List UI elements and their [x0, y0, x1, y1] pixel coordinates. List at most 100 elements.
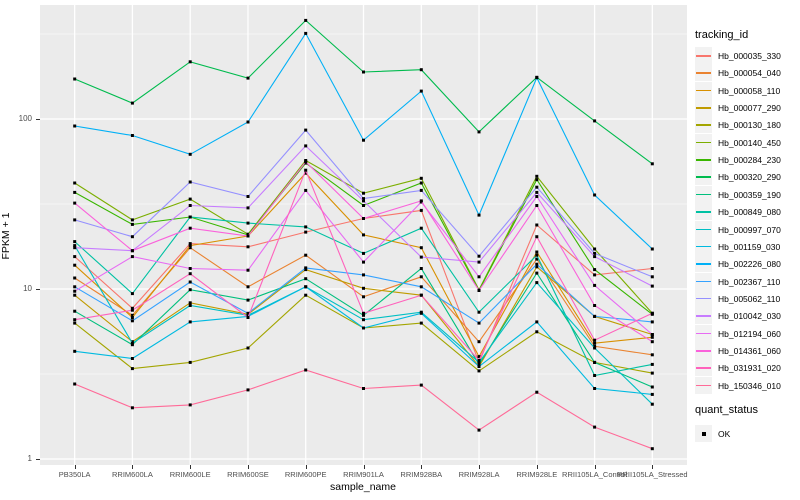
data-point-Hb_000130_180	[73, 321, 77, 325]
legend-line-icon	[696, 297, 711, 300]
data-point-Hb_000284_230	[419, 181, 423, 185]
legend-line-icon	[696, 245, 711, 248]
data-point-Hb_000077_290	[73, 293, 77, 297]
data-point-Hb_000359_190	[188, 288, 192, 292]
data-point-Hb_005062_110	[130, 235, 134, 239]
data-point-Hb_001159_030	[73, 349, 77, 353]
legend-line-icon	[696, 193, 711, 196]
data-point-Hb_014361_060	[650, 340, 654, 344]
data-point-Hb_031931_020	[535, 235, 539, 239]
data-point-Hb_000140_450	[73, 181, 77, 185]
data-point-Hb_150346_010	[188, 403, 192, 407]
legend-key	[695, 168, 712, 186]
data-point-Hb_000140_450	[535, 174, 539, 178]
data-point-Hb_000284_230	[362, 204, 365, 207]
data-point-Hb_000997_070	[188, 304, 192, 307]
data-point-Hb_000849_080	[304, 225, 308, 229]
legend-item-label: Hb_000130_180	[718, 120, 781, 131]
data-point-Hb_005062_110	[246, 195, 250, 198]
data-point-Hb_000058_110	[73, 263, 77, 267]
data-point-Hb_000077_290	[535, 265, 539, 269]
data-point-Hb_010042_030	[73, 246, 77, 250]
data-point-Hb_000035_330	[73, 255, 77, 259]
data-point-Hb_000849_080	[246, 221, 250, 225]
data-point-Hb_000140_450	[130, 218, 134, 222]
data-point-Hb_005062_110	[73, 218, 77, 222]
x-tick-label: RRIM901LA	[343, 470, 384, 479]
legend-key	[695, 81, 712, 99]
legend-item-label: Hb_150346_010	[718, 380, 781, 391]
legend-line-icon	[696, 349, 711, 352]
legend-key	[695, 47, 712, 64]
data-point-Hb_000077_290	[188, 301, 192, 305]
data-point-Hb_001159_030	[130, 357, 134, 360]
data-point-Hb_150346_010	[593, 425, 597, 429]
legend-line-icon	[696, 159, 711, 161]
legend-item-label: Hb_000054_040	[718, 68, 781, 79]
data-point-Hb_000320_290	[419, 68, 423, 72]
data-point-Hb_000054_040	[130, 313, 134, 317]
x-tick-label: RRIM928LE	[516, 470, 558, 479]
data-point-Hb_150346_010	[362, 387, 365, 390]
legend-key	[695, 324, 712, 342]
data-point-Hb_000058_110	[188, 244, 192, 248]
legend-line-icon	[696, 211, 711, 213]
legend-key	[695, 272, 712, 290]
data-point-Hb_002367_110	[73, 285, 77, 289]
data-point-Hb_014361_060	[304, 160, 308, 164]
legend-item-label: Hb_000359_190	[718, 189, 781, 200]
data-point-Hb_000997_070	[593, 346, 597, 350]
legend-line-icon	[696, 228, 711, 231]
data-point-Hb_012194_060	[593, 283, 597, 287]
legend-item-label: Hb_002226_080	[718, 259, 781, 270]
data-point-Hb_002367_110	[304, 266, 308, 270]
legend-item-label: Hb_000035_330	[718, 51, 781, 61]
legend-line-icon	[696, 89, 711, 92]
data-point-Hb_000054_040	[419, 275, 423, 279]
data-point-Hb_000035_330	[650, 267, 654, 270]
x-tick-label: RRIM600LE	[169, 470, 211, 479]
legend-item-label: Hb_000140_450	[718, 137, 781, 148]
data-point-Hb_000130_180	[246, 346, 250, 350]
legend-item-label: Hb_010042_030	[718, 311, 781, 322]
data-point-Hb_001159_030	[419, 311, 423, 315]
legend-line-icon	[696, 176, 711, 179]
data-point-Hb_005062_110	[304, 128, 308, 132]
data-point-Hb_000054_040	[477, 340, 481, 344]
data-point-Hb_000849_080	[73, 240, 77, 244]
legend-title-quant-status: quant_status	[695, 404, 758, 416]
legend-key	[695, 341, 712, 359]
data-point-Hb_000140_450	[188, 197, 192, 201]
data-point-Hb_012194_060	[535, 195, 539, 198]
data-point-Hb_012194_060	[304, 188, 308, 192]
data-point-Hb_002367_110	[477, 321, 481, 325]
data-point-Hb_000359_190	[477, 362, 481, 366]
data-point-Hb_000035_330	[535, 223, 539, 227]
legend-item-label: Hb_001159_030	[718, 241, 781, 252]
data-point-Hb_012194_060	[73, 289, 77, 293]
data-point-Hb_150346_010	[246, 388, 250, 392]
data-point-Hb_010042_030	[477, 260, 481, 264]
data-point-Hb_012194_060	[362, 260, 365, 264]
data-point-Hb_150346_010	[304, 368, 308, 372]
legend-item-label: Hb_000284_230	[718, 155, 781, 166]
x-tick-mark	[363, 465, 365, 469]
legend-key	[695, 359, 712, 377]
legend-key-ok	[695, 425, 712, 442]
data-point-Hb_000320_290	[130, 101, 134, 105]
data-point-Hb_000284_230	[73, 190, 77, 194]
legend-key	[695, 289, 712, 307]
legend-key	[695, 376, 712, 394]
data-point-Hb_010042_030	[650, 284, 654, 288]
data-point-Hb_012194_060	[650, 333, 654, 336]
data-point-Hb_000058_110	[130, 316, 134, 319]
data-point-Hb_012194_060	[477, 275, 481, 279]
data-point-Hb_012194_060	[130, 255, 134, 259]
data-point-Hb_000058_110	[593, 341, 597, 345]
data-point-Hb_005062_110	[188, 180, 192, 184]
data-point-Hb_000359_190	[593, 360, 597, 364]
data-point-Hb_000284_230	[593, 268, 597, 272]
data-point-Hb_000320_290	[650, 162, 654, 166]
data-point-Hb_031931_020	[188, 272, 192, 276]
